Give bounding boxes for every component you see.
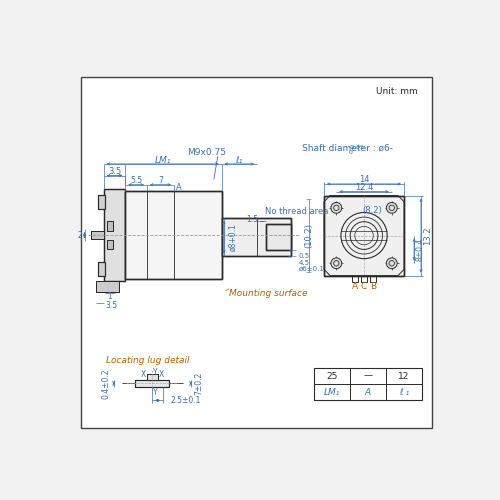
Bar (324, 196, 404, 276)
Bar (126, 191, 222, 280)
Bar (222, 218, 291, 256)
Bar (104, 190, 126, 281)
Text: M9x0.75: M9x0.75 (186, 148, 226, 157)
Bar (98, 262, 106, 276)
Text: 12.4: 12.4 (355, 182, 373, 192)
Bar (222, 218, 291, 256)
Bar (314, 368, 422, 400)
Bar (92, 232, 104, 239)
Text: 7: 7 (158, 176, 163, 186)
Text: C: C (361, 282, 367, 291)
Text: 7±0.2: 7±0.2 (194, 372, 203, 395)
Text: 5.5: 5.5 (130, 176, 142, 186)
Bar (147, 374, 158, 380)
Text: ø6±0.1: ø6±0.1 (298, 266, 324, 272)
Text: Y: Y (153, 388, 158, 397)
Text: LM₁: LM₁ (324, 388, 340, 397)
Bar (107, 240, 113, 249)
Text: Unit: mm: Unit: mm (376, 87, 418, 96)
Text: 1.5: 1.5 (246, 216, 258, 224)
Text: A: A (365, 388, 371, 397)
Circle shape (331, 202, 342, 213)
Text: Y: Y (153, 368, 158, 377)
Bar (147, 374, 158, 380)
Bar (136, 380, 169, 387)
Text: No thread area: No thread area (264, 207, 328, 216)
Bar (136, 380, 169, 387)
Text: 3.5: 3.5 (106, 301, 118, 310)
Bar (107, 240, 113, 249)
Text: 1: 1 (108, 292, 112, 301)
Text: 25: 25 (326, 372, 338, 380)
Circle shape (386, 202, 397, 213)
Text: 0.5: 0.5 (298, 254, 310, 260)
Bar (96, 281, 119, 292)
Bar (370, 276, 376, 282)
Text: Shaft diameter : ø6-: Shaft diameter : ø6- (302, 144, 394, 153)
Text: 12: 12 (398, 372, 409, 380)
Text: 14: 14 (359, 175, 370, 184)
Bar (98, 194, 106, 208)
Bar (98, 194, 106, 208)
Circle shape (386, 258, 397, 268)
Text: —: — (364, 372, 372, 380)
Text: 3.5: 3.5 (108, 167, 121, 176)
Bar (126, 191, 222, 280)
Text: (10.2): (10.2) (304, 222, 313, 248)
Bar (352, 276, 358, 282)
Text: 0.4±0.2: 0.4±0.2 (102, 368, 110, 398)
Bar (107, 222, 113, 230)
Bar (98, 262, 106, 276)
Text: 0: 0 (348, 150, 352, 155)
Bar (361, 276, 367, 282)
Text: A: A (176, 182, 182, 192)
Text: 13.2: 13.2 (422, 226, 432, 245)
Bar (104, 190, 126, 281)
Text: Locating lug detail: Locating lug detail (106, 356, 190, 365)
Text: 8±0.4: 8±0.4 (416, 238, 425, 261)
Bar (266, 224, 291, 250)
Text: B: B (370, 282, 376, 291)
Text: -0.05: -0.05 (348, 144, 364, 150)
Bar (96, 281, 119, 292)
Text: (8.2): (8.2) (362, 206, 382, 216)
Text: A: A (352, 282, 358, 291)
Circle shape (331, 258, 342, 268)
Text: 4.5: 4.5 (298, 260, 310, 266)
Bar (324, 196, 404, 276)
Text: Mounting surface: Mounting surface (230, 289, 308, 298)
Text: ℓ ₁: ℓ ₁ (398, 388, 409, 397)
Bar (266, 224, 291, 250)
Text: ℓ₁: ℓ₁ (236, 156, 243, 164)
Bar (92, 232, 104, 239)
Bar (107, 222, 113, 230)
Text: 2: 2 (78, 230, 82, 239)
Text: LM₁: LM₁ (154, 156, 171, 164)
Text: X: X (140, 370, 145, 378)
Text: 2.5±0.1: 2.5±0.1 (171, 396, 201, 405)
Text: X: X (159, 370, 164, 378)
Text: ø8+0.1: ø8+0.1 (228, 223, 237, 251)
